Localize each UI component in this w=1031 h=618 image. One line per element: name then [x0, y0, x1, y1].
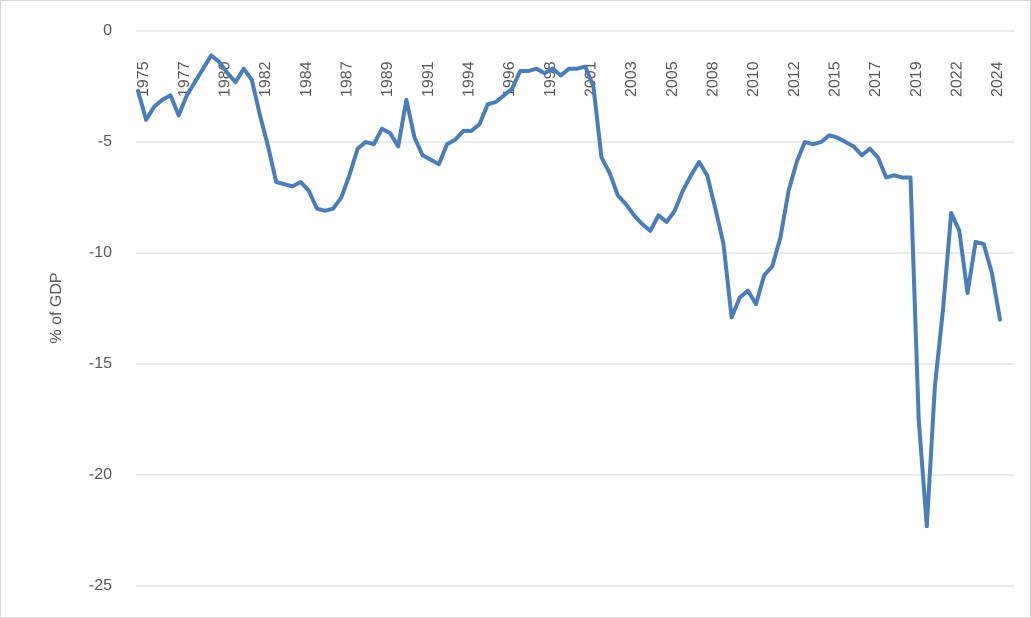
x-tick-label: 2019 [908, 61, 925, 97]
y-tick-label: -25 [89, 577, 112, 594]
x-tick-label: 2005 [664, 61, 681, 97]
y-tick-label: -20 [89, 466, 112, 483]
x-tick-label: 1991 [420, 61, 437, 97]
x-tick-label: 1975 [135, 61, 152, 97]
x-tick-label: 1977 [176, 61, 193, 97]
x-tick-label: 1987 [339, 61, 356, 97]
x-tick-label: 2024 [989, 61, 1006, 97]
x-tick-label: 1980 [217, 61, 234, 97]
x-tick-label: 2022 [948, 61, 965, 97]
x-tick-label: 1989 [379, 61, 396, 97]
y-tick-label: 0 [103, 22, 112, 39]
x-tick-label: 1984 [298, 61, 315, 97]
x-tick-label: 1994 [461, 61, 478, 97]
y-tick-label: -10 [89, 244, 112, 261]
x-tick-label: 2010 [745, 61, 762, 97]
y-axis-label: % of GDP [48, 272, 65, 343]
x-tick-label: 2003 [623, 61, 640, 97]
y-tick-label: -15 [89, 355, 112, 372]
x-tick-label: 2008 [704, 61, 721, 97]
y-tick-label: -5 [98, 133, 112, 150]
x-tick-label: 1982 [257, 61, 274, 97]
x-tick-label: 2015 [826, 61, 843, 97]
x-tick-label: 1998 [542, 61, 559, 97]
x-tick-label: 2017 [867, 61, 884, 97]
x-tick-label: 2012 [786, 61, 803, 97]
data-line [136, 53, 1002, 529]
